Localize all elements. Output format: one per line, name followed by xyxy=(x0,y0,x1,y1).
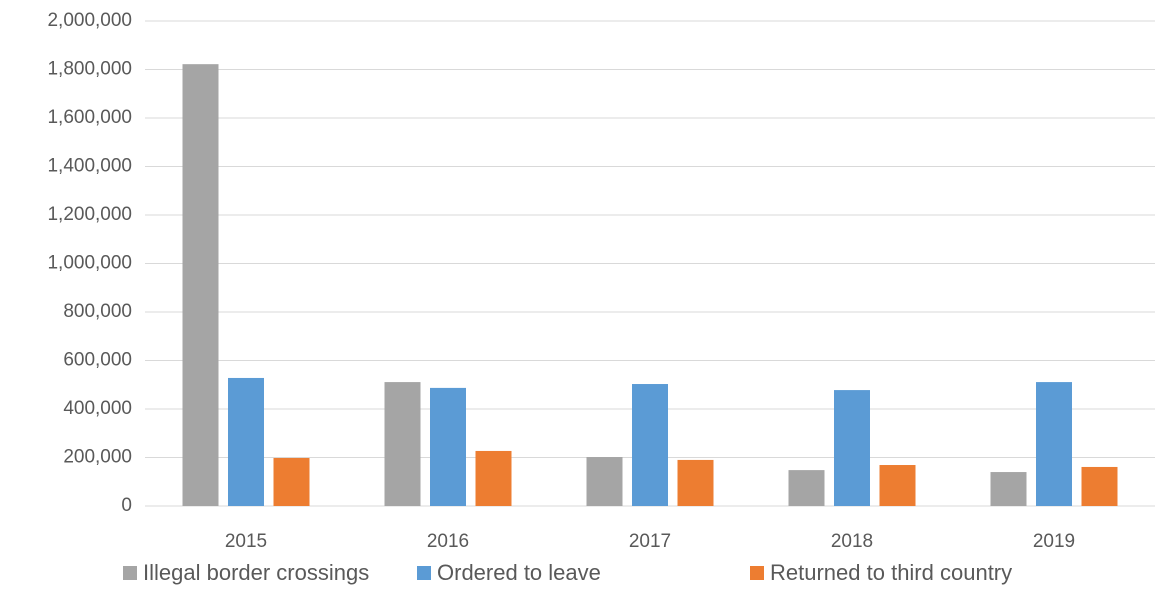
legend-label: Returned to third country xyxy=(770,560,1012,585)
bar xyxy=(632,384,668,506)
bar xyxy=(430,387,466,506)
legend-swatch xyxy=(417,566,431,580)
y-tick-label: 1,800,000 xyxy=(47,59,132,80)
y-tick-label: 1,000,000 xyxy=(47,253,132,274)
bar xyxy=(677,459,714,506)
bar xyxy=(1081,466,1118,506)
y-tick-label: 200,000 xyxy=(63,447,132,468)
bar xyxy=(788,470,825,506)
y-tick-label: 1,400,000 xyxy=(47,156,132,177)
x-tick-label: 2017 xyxy=(629,531,671,552)
bar xyxy=(475,450,512,506)
x-tick-label: 2019 xyxy=(1033,531,1075,552)
x-tick-label: 2016 xyxy=(427,531,469,552)
y-tick-label: 0 xyxy=(121,495,132,516)
legend-label: Illegal border crossings xyxy=(143,560,369,585)
bar xyxy=(384,382,421,506)
bar xyxy=(273,457,310,506)
legend-swatch xyxy=(123,566,137,580)
x-tick-label: 2018 xyxy=(831,531,873,552)
y-tick-label: 2,000,000 xyxy=(47,10,132,31)
legend-label: Ordered to leave xyxy=(437,560,601,585)
x-tick-label: 2015 xyxy=(225,531,267,552)
y-tick-label: 600,000 xyxy=(63,350,132,371)
legend-swatch xyxy=(750,566,764,580)
bar xyxy=(586,457,623,506)
bar xyxy=(990,472,1027,506)
y-tick-label: 1,600,000 xyxy=(47,107,132,128)
y-tick-label: 400,000 xyxy=(63,398,132,419)
bar xyxy=(834,390,870,506)
bar xyxy=(1036,382,1072,506)
bar xyxy=(879,465,916,506)
bar xyxy=(182,64,219,506)
y-tick-label: 800,000 xyxy=(63,301,132,322)
bar xyxy=(228,377,264,506)
y-tick-label: 1,200,000 xyxy=(47,204,132,225)
